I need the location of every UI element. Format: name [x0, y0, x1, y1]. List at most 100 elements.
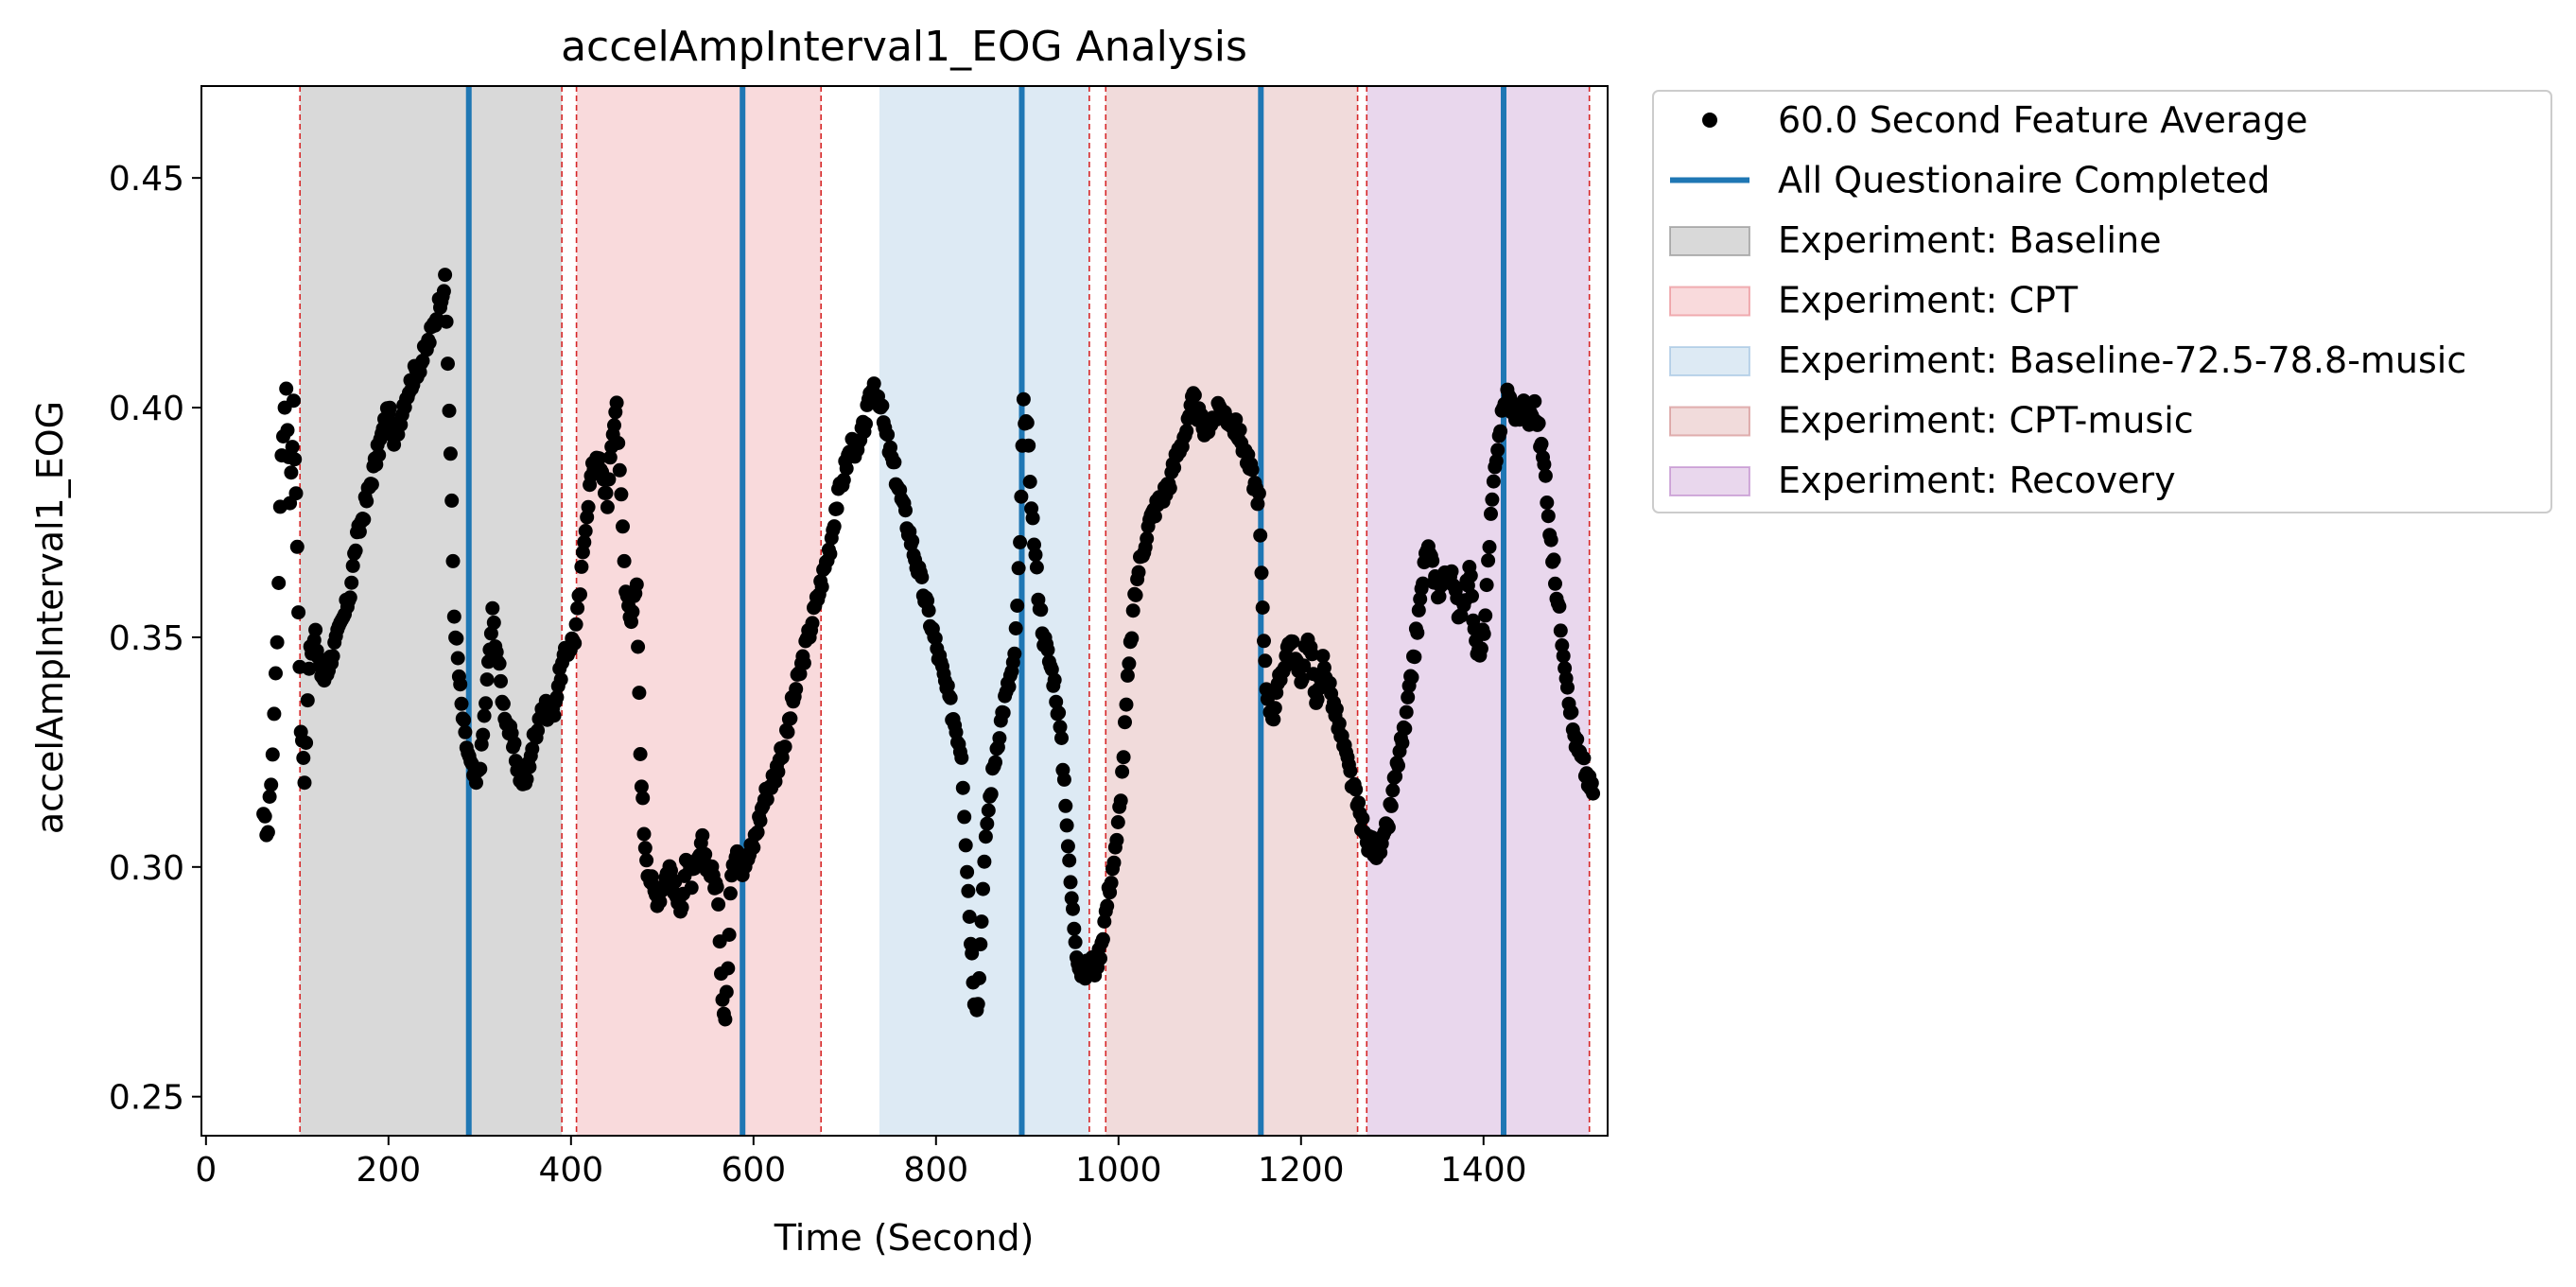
data-point: [955, 780, 970, 795]
data-point: [1322, 675, 1337, 690]
data-point: [978, 829, 993, 844]
data-point: [574, 559, 589, 574]
data-point: [486, 615, 501, 630]
data-point: [1244, 462, 1260, 478]
data-point: [875, 398, 890, 413]
y-tick-label: 0.45: [109, 160, 184, 199]
data-point: [522, 759, 537, 774]
data-point: [1053, 720, 1068, 735]
data-point: [635, 791, 651, 806]
data-point: [260, 825, 275, 840]
data-point: [568, 617, 583, 632]
data-point: [1120, 668, 1135, 683]
data-point: [1266, 712, 1281, 727]
data-point: [342, 590, 357, 605]
data-point: [288, 486, 304, 501]
data-point: [477, 708, 492, 723]
data-point: [1253, 528, 1268, 543]
data-point: [981, 803, 996, 818]
x-tick-label: 1400: [1440, 1151, 1527, 1190]
data-point: [724, 868, 740, 883]
data-point: [750, 825, 765, 840]
data-point: [458, 724, 473, 739]
data-point: [1116, 750, 1131, 765]
data-point: [905, 533, 920, 548]
x-tick-label: 400: [538, 1151, 603, 1190]
data-point: [291, 605, 306, 620]
data-point: [1553, 623, 1568, 638]
data-point: [1119, 697, 1134, 712]
data-point: [1257, 634, 1271, 649]
data-point: [722, 928, 737, 942]
legend-patch-icon: [1669, 406, 1750, 437]
y-axis-label: accelAmpInterval1_EOG: [29, 401, 71, 834]
data-point: [1014, 489, 1029, 504]
data-point: [285, 440, 300, 455]
data-point: [1560, 680, 1575, 695]
data-point: [600, 499, 615, 514]
data-point: [789, 682, 804, 697]
data-point: [1007, 646, 1022, 661]
data-point: [1381, 820, 1396, 835]
data-point: [300, 693, 315, 708]
data-point: [1576, 751, 1592, 766]
data-point: [578, 524, 593, 538]
data-point: [972, 971, 986, 985]
data-point: [962, 910, 977, 924]
data-point: [1058, 798, 1073, 813]
data-point: [364, 477, 379, 492]
data-point: [674, 900, 689, 915]
data-point: [1267, 701, 1282, 716]
data-point: [345, 558, 360, 573]
data-point: [1404, 670, 1419, 685]
data-point: [1167, 461, 1182, 476]
data-point: [1384, 798, 1399, 813]
data-point: [450, 651, 465, 666]
data-point: [1555, 638, 1570, 652]
data-point: [827, 519, 842, 534]
data-point: [718, 1012, 733, 1027]
data-point: [1028, 548, 1043, 563]
data-point: [1584, 775, 1599, 791]
data-point: [264, 777, 279, 792]
data-point: [287, 452, 303, 467]
data-point: [382, 400, 397, 415]
data-point: [270, 635, 285, 650]
data-point: [759, 791, 775, 807]
data-point: [1187, 388, 1202, 403]
data-point: [611, 436, 626, 450]
data-point: [1106, 855, 1122, 870]
data-point: [473, 761, 488, 776]
data-point: [1481, 553, 1496, 568]
data-point: [1104, 876, 1119, 891]
data-point: [1010, 599, 1025, 613]
data-point: [1029, 560, 1044, 575]
data-point: [1473, 641, 1488, 656]
data-point: [631, 639, 646, 654]
data-point: [940, 678, 955, 693]
data-point: [629, 577, 644, 592]
legend-marker-icon: [1702, 113, 1717, 128]
data-point: [1343, 763, 1358, 778]
data-point: [1011, 561, 1026, 576]
axes: 0 200 400 600 800 1000 1200 1400 0.25 0.30 0.35 0.4…: [109, 85, 1609, 1190]
data-point: [639, 853, 654, 868]
data-point: [722, 886, 738, 901]
data-point: [1349, 782, 1364, 797]
data-point: [494, 673, 508, 688]
data-point: [1095, 931, 1110, 947]
legend: 60.0 Second Feature Average All Questiona…: [1652, 90, 2552, 513]
data-point: [602, 450, 618, 465]
data-point: [1416, 576, 1431, 591]
data-point: [636, 826, 652, 842]
data-point: [1254, 565, 1269, 581]
data-point: [496, 696, 511, 711]
data-point: [977, 854, 992, 869]
data-point: [415, 354, 430, 368]
data-point: [1179, 424, 1194, 439]
legend-label: Experiment: Recovery: [1778, 460, 2176, 501]
data-point: [836, 473, 851, 487]
data-point: [617, 553, 632, 568]
data-point: [1258, 653, 1273, 669]
data-point: [1021, 438, 1036, 453]
